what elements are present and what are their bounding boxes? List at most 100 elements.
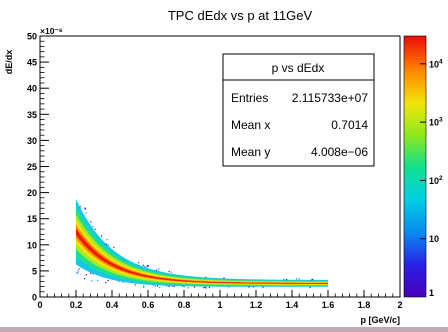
scatter-point [76, 272, 78, 274]
y-tick-label-7: 35 [27, 110, 37, 120]
scatter-point [208, 286, 211, 289]
x-tick-label-2: 0.4 [106, 300, 119, 310]
y-tick-label-9: 45 [27, 58, 37, 68]
scatter-point [286, 278, 288, 281]
scatter-point [142, 264, 145, 266]
y-tick-label-5: 25 [27, 162, 37, 172]
x-axis-label: p [GeV/c] [360, 315, 400, 325]
stats-meanx-label: Mean x [231, 118, 270, 132]
scatter-point [157, 268, 160, 270]
z-axis: 10 102 103 104 1 [420, 58, 443, 298]
scatter-point [283, 278, 285, 280]
y-exponent-label: ×10⁻⁶ [40, 26, 63, 36]
density-band [76, 199, 328, 289]
scatter-point [92, 273, 94, 275]
scatter-point [156, 285, 159, 287]
scatter-point [182, 285, 184, 288]
x-tick-label-1: 0.2 [70, 300, 83, 310]
x-tick-label-10: 2 [397, 300, 402, 310]
scatter-point [138, 262, 140, 264]
x-tick-label-0: 0 [37, 300, 42, 310]
scatter-point [173, 285, 175, 288]
z-min-label: 1 [429, 288, 434, 298]
z-tick-label-3: 104 [429, 58, 443, 69]
stats-meany-label: Mean y [231, 145, 270, 159]
z-tick-label-2: 103 [429, 117, 443, 128]
scatter-point [295, 278, 298, 280]
scatter-point [89, 272, 92, 274]
stats-meanx-value: 0.7014 [331, 118, 368, 132]
scatter-point [122, 281, 125, 283]
z-tick-label-1: 102 [429, 175, 443, 186]
scatter-point [170, 271, 173, 273]
scatter-point [92, 225, 94, 228]
scatter-point [202, 287, 204, 289]
x-tick-label-7: 1.4 [286, 300, 299, 310]
scatter-point [77, 272, 79, 274]
scatter-point [107, 244, 109, 246]
scatter-point [94, 228, 96, 230]
scatter-point [106, 239, 108, 241]
x-tick-label-5: 1 [217, 300, 222, 310]
scatter-point [252, 286, 254, 288]
scatter-point [154, 285, 156, 287]
chart-title: TPC dEdx vs p at 11GeV [168, 8, 313, 23]
y-axis: 0 5 10 15 20 25 30 35 40 45 50 [27, 32, 49, 303]
scatter-point [78, 268, 80, 270]
scatter-point [85, 274, 88, 276]
scatter-point [171, 285, 173, 287]
scatter-point [262, 286, 264, 288]
scatter-point [147, 264, 149, 267]
scatter-point [309, 286, 311, 289]
scatter-point [166, 285, 168, 287]
scatter-point [155, 269, 158, 271]
scatter-point [298, 278, 300, 280]
scatter-point [312, 278, 314, 281]
y-axis-label: dE/dx [4, 50, 14, 75]
scatter-point [168, 270, 170, 273]
y-tick-label-10: 50 [27, 32, 37, 42]
scatter-point [85, 212, 87, 214]
scatter-point [105, 281, 107, 284]
y-tick-label-8: 40 [27, 84, 37, 94]
stats-title: p vs dEdx [272, 61, 325, 75]
scatter-point [134, 284, 136, 286]
scatter-point [223, 277, 225, 279]
band-layer-green [76, 207, 328, 286]
y-tick-label-4: 20 [27, 188, 37, 198]
x-tick-label-6: 1.2 [250, 300, 263, 310]
y-tick-label-3: 15 [27, 214, 37, 224]
scatter-point [228, 286, 230, 288]
stats-box: p vs dEdx Entries 2.115733e+07 Mean x 0.… [222, 53, 375, 167]
scatter-point [91, 280, 93, 282]
scatter-point [79, 206, 81, 208]
scatter-point [96, 279, 99, 282]
scatter-point [193, 286, 196, 288]
stats-entries-label: Entries [231, 91, 268, 105]
stats-box-frame [222, 53, 375, 167]
y-tick-label-2: 10 [27, 240, 37, 250]
x-axis: 0 0.2 0.4 0.6 0.8 1 1.2 1.4 1.6 1.8 2 [37, 290, 403, 310]
scatter-point [143, 266, 146, 268]
stats-entries-value: 2.115733e+07 [292, 91, 369, 105]
scatter-point [205, 276, 207, 278]
scatter-point [142, 285, 145, 287]
scatter-point [187, 287, 189, 289]
y-tick-label-0: 0 [32, 293, 37, 303]
scatter-point [100, 235, 103, 237]
x-tick-label-4: 0.8 [178, 300, 191, 310]
scatter-point [183, 286, 185, 288]
scatter-point [84, 208, 87, 210]
scatter-point [105, 243, 108, 245]
y-tick-label-1: 5 [32, 266, 37, 276]
scatter-point [204, 286, 206, 289]
scatter-point [152, 284, 155, 286]
scatter-point [143, 286, 145, 288]
scatter-point [145, 266, 148, 268]
x-tick-label-9: 1.8 [358, 300, 371, 310]
scatter-point [118, 280, 120, 283]
scatter-point [77, 270, 79, 272]
scatter-point [168, 285, 170, 288]
